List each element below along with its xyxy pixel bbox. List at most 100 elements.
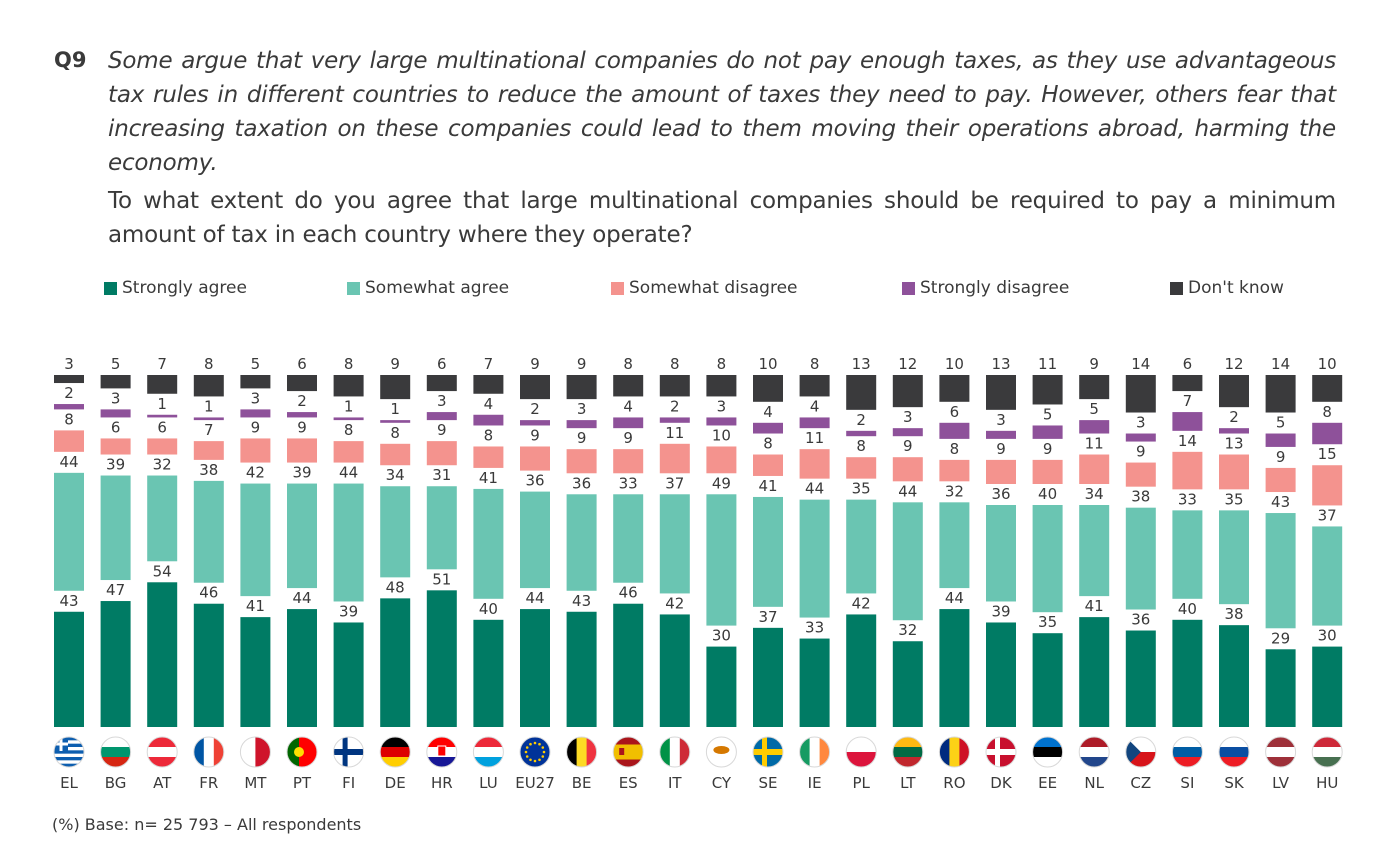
data-label-strongly-disagree-ie: 4 xyxy=(810,397,820,415)
data-label-dont-know-it: 8 xyxy=(670,355,680,373)
data-label-dont-know-at: 7 xyxy=(157,355,167,373)
data-label-dont-know-de: 9 xyxy=(390,355,400,373)
lithuania-flag-icon xyxy=(892,736,924,768)
bar-group-fr: 46 38 7 1 8 xyxy=(193,355,224,727)
data-label-somewhat-agree-fi: 44 xyxy=(339,464,358,482)
bar-segment-somewhat-agree-be xyxy=(566,494,597,591)
belgium-flag-icon xyxy=(566,736,598,768)
bar-segment-somewhat-disagree-sk xyxy=(1219,454,1249,490)
data-label-somewhat-disagree-fr: 7 xyxy=(204,421,214,439)
bar-segment-strongly-disagree-be xyxy=(566,420,597,429)
bar-segment-dont-know-si xyxy=(1172,375,1203,392)
data-label-strongly-disagree-se: 4 xyxy=(763,403,773,421)
bar-group-el: 43 44 8 2 3 xyxy=(54,355,84,727)
bar-segment-strongly-agree-cz xyxy=(1125,630,1156,727)
bar-group-lu: 40 41 8 4 7 xyxy=(473,355,504,727)
bar-segment-strongly-disagree-cz xyxy=(1125,433,1156,442)
data-label-strongly-agree-ee: 35 xyxy=(1038,613,1057,631)
sweden-flag-icon xyxy=(752,736,784,768)
data-label-somewhat-agree-sk: 35 xyxy=(1224,490,1243,508)
bar-segment-somewhat-disagree-lv xyxy=(1265,467,1296,493)
category-label-fi: FI xyxy=(342,774,355,792)
data-label-dont-know-hu: 10 xyxy=(1318,355,1337,373)
bar-segment-dont-know-fi xyxy=(333,375,364,397)
data-label-somewhat-agree-se: 41 xyxy=(758,477,777,495)
bar-segment-strongly-agree-es xyxy=(613,603,644,727)
category-label-at: AT xyxy=(153,774,172,792)
bar-segment-somewhat-agree-pt xyxy=(287,483,317,589)
category-label-fr: FR xyxy=(199,774,218,792)
chart-legend: Strongly agree Somewhat agree Somewhat d… xyxy=(0,278,1400,300)
bar-segment-somewhat-disagree-ee xyxy=(1032,459,1063,484)
finland-flag-icon xyxy=(333,736,365,768)
data-label-strongly-agree-sk: 38 xyxy=(1224,605,1243,623)
category-label-ro: RO xyxy=(943,774,965,792)
bar-segment-strongly-disagree-sk xyxy=(1219,428,1249,434)
bar-group-it: 42 37 11 2 8 xyxy=(659,355,690,727)
bar-group-nl: 41 34 11 5 9 xyxy=(1079,355,1110,727)
ireland-flag-icon xyxy=(799,736,831,768)
bar-segment-strongly-agree-pl xyxy=(846,614,877,727)
bulgaria-flag-icon xyxy=(100,736,132,768)
bar-segment-somewhat-disagree-lu xyxy=(473,446,504,468)
croatia-flag-icon xyxy=(426,736,458,768)
data-label-dont-know-cz: 14 xyxy=(1131,355,1150,373)
legend-swatch-strongly-disagree xyxy=(902,281,915,295)
legend-item-somewhat-agree: Somewhat agree xyxy=(347,278,509,298)
data-label-strongly-disagree-cy: 3 xyxy=(717,397,727,415)
bar-segment-dont-know-hu xyxy=(1312,375,1343,402)
bar-segment-somewhat-disagree-pt xyxy=(287,438,317,463)
estonia-flag-icon xyxy=(1032,736,1064,768)
category-label-be: BE xyxy=(572,774,592,792)
category-label-es: ES xyxy=(619,774,638,792)
data-label-strongly-agree-lt: 32 xyxy=(898,621,917,639)
data-label-somewhat-agree-be: 36 xyxy=(572,474,591,492)
data-label-strongly-agree-nl: 41 xyxy=(1085,597,1104,615)
bar-segment-somewhat-agree-ro xyxy=(939,502,970,589)
category-label-bg: BG xyxy=(105,774,127,792)
bar-segment-somewhat-agree-dk xyxy=(986,505,1016,602)
data-label-somewhat-agree-lu: 41 xyxy=(479,469,498,487)
data-label-somewhat-agree-fr: 38 xyxy=(199,461,218,479)
data-label-somewhat-agree-ie: 44 xyxy=(805,480,824,498)
bar-segment-somewhat-agree-cz xyxy=(1125,507,1156,610)
bar-segment-somewhat-disagree-lt xyxy=(892,457,923,482)
category-label-it: IT xyxy=(668,774,682,792)
data-label-somewhat-agree-hr: 31 xyxy=(432,466,451,484)
data-label-dont-know-lt: 12 xyxy=(898,355,917,373)
bar-segment-strongly-disagree-hu xyxy=(1312,422,1343,445)
data-label-strongly-disagree-dk: 3 xyxy=(996,411,1006,429)
data-label-somewhat-disagree-hu: 15 xyxy=(1318,445,1337,463)
data-label-somewhat-disagree-at: 6 xyxy=(157,418,167,436)
data-label-dont-know-hr: 6 xyxy=(437,355,447,373)
bar-segment-dont-know-eu27 xyxy=(520,375,550,400)
bar-segment-somewhat-agree-nl xyxy=(1079,505,1110,597)
bar-segment-somewhat-disagree-pl xyxy=(846,457,877,479)
bar-segment-dont-know-sk xyxy=(1219,375,1249,408)
bar-segment-strongly-disagree-dk xyxy=(986,430,1016,439)
data-label-somewhat-disagree-eu27: 9 xyxy=(530,426,540,444)
data-label-dont-know-se: 10 xyxy=(758,355,777,373)
data-label-strongly-disagree-cz: 3 xyxy=(1136,414,1146,432)
data-label-somewhat-agree-el: 44 xyxy=(59,453,78,471)
bar-segment-dont-know-se xyxy=(753,375,783,402)
data-label-dont-know-ee: 11 xyxy=(1038,355,1057,373)
bar-segment-strongly-disagree-de xyxy=(380,420,411,423)
bar-segment-somewhat-agree-fi xyxy=(333,483,364,602)
bar-group-be: 43 36 9 3 9 xyxy=(566,355,597,727)
data-label-somewhat-agree-nl: 34 xyxy=(1085,485,1104,503)
bar-segment-strongly-agree-el xyxy=(54,611,84,727)
bar-segment-strongly-agree-lu xyxy=(473,619,504,727)
data-label-somewhat-agree-eu27: 36 xyxy=(525,472,544,490)
france-flag-icon xyxy=(193,736,225,768)
slovakia-flag-icon xyxy=(1218,736,1250,768)
data-label-strongly-agree-si: 40 xyxy=(1178,600,1197,618)
bar-segment-somewhat-agree-lv xyxy=(1265,513,1296,629)
bar-segment-strongly-agree-lv xyxy=(1265,649,1296,727)
data-label-somewhat-agree-lv: 43 xyxy=(1271,493,1290,511)
bar-segment-strongly-agree-fr xyxy=(193,603,224,727)
question-number: Q9 xyxy=(54,48,87,72)
bar-segment-somewhat-disagree-nl xyxy=(1079,454,1110,484)
data-label-strongly-agree-it: 42 xyxy=(665,594,684,612)
data-label-somewhat-disagree-be: 9 xyxy=(577,429,587,447)
